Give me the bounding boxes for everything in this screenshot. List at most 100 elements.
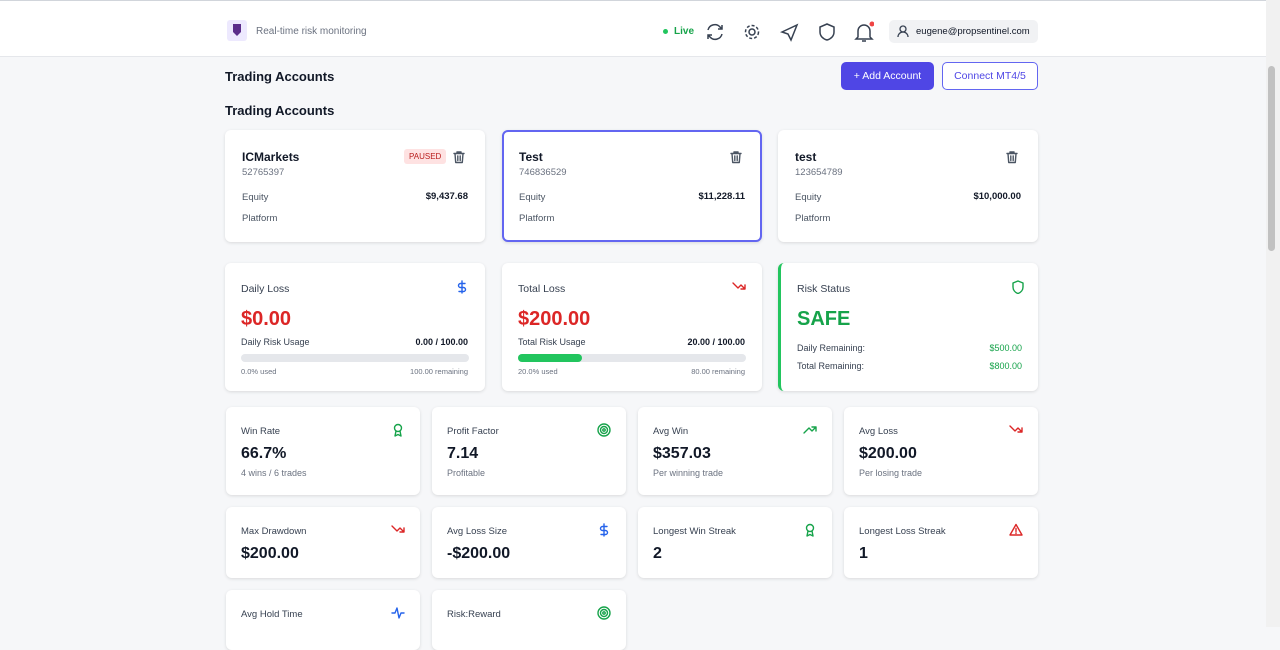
add-account-button[interactable]: + Add Account — [841, 62, 934, 90]
equity-value: $10,000.00 — [973, 191, 1021, 202]
risk-title: Total Loss — [518, 283, 566, 295]
stat-sub: Per losing trade — [859, 468, 923, 478]
stat-card: Avg Loss Size -$200.00 — [432, 507, 626, 578]
remaining-value: $500.00 — [989, 343, 1022, 353]
icon — [732, 280, 746, 294]
equity-value: $9,437.68 — [425, 191, 468, 202]
status-badge: PAUSED — [404, 149, 447, 164]
remaining-label: 100.00 remaining — [410, 367, 468, 376]
account-number: 746836529 — [519, 167, 567, 178]
account-name: Test — [519, 150, 543, 164]
stat-card: Risk:Reward — [432, 590, 626, 650]
remaining-label: Daily Remaining: — [797, 343, 866, 353]
equity-label: Equity — [795, 192, 822, 203]
top-bar: Real-time risk monitoring Live eugene@pr… — [0, 0, 1266, 57]
icon — [1009, 523, 1023, 537]
page-title: Trading Accounts — [225, 69, 335, 84]
stat-label: Longest Loss Streak — [859, 526, 946, 537]
account-card[interactable]: ICMarkets 52765397 PAUSED Equity $9,437.68 Pl… — [225, 130, 485, 242]
stat-card: Profit Factor 7.14 Profitable — [432, 407, 626, 495]
usage-value: 0.00 / 100.00 — [415, 337, 468, 347]
icon — [803, 423, 817, 437]
stat-card: Avg Win $357.03 Per winning trade — [638, 407, 832, 495]
stat-value: $200.00 — [859, 445, 917, 462]
stat-sub: Per winning trade — [653, 468, 724, 478]
stat-value: 2 — [653, 545, 662, 562]
risk-title: Daily Loss — [241, 283, 290, 295]
stat-sub: Profitable — [447, 468, 486, 478]
icon — [1005, 150, 1019, 164]
account-card[interactable]: Test 746836529 Equity $11,228.11 Platform — [502, 130, 762, 242]
stat-value: $357.03 — [653, 445, 711, 462]
equity-label: Equity — [242, 192, 269, 203]
equity-value: $11,228.11 — [698, 191, 746, 202]
stat-value: 7.14 — [447, 445, 479, 462]
usage-value: 20.00 / 100.00 — [687, 337, 745, 347]
user-menu[interactable]: eugene@propsentinel.com — [889, 20, 1038, 43]
icon — [455, 280, 469, 294]
icon — [597, 423, 611, 437]
risk-status-value: SAFE — [797, 308, 851, 330]
user-email: eugene@propsentinel.com — [916, 26, 1030, 37]
account-name: ICMarkets — [242, 150, 300, 164]
usage-track — [241, 354, 469, 362]
used-label: 20.0% used — [518, 367, 558, 376]
stat-card: Longest Loss Streak 1 — [844, 507, 1038, 578]
usage-track — [518, 354, 746, 362]
stat-card: Longest Win Streak 2 — [638, 507, 832, 578]
risk-value: $200.00 — [518, 308, 591, 330]
stat-label: Avg Hold Time — [241, 609, 303, 620]
stat-value: $200.00 — [241, 545, 299, 562]
stat-card: Avg Loss $200.00 Per losing trade — [844, 407, 1038, 495]
stat-value: -$200.00 — [447, 545, 511, 562]
used-label: 0.0% used — [241, 367, 277, 376]
section-title: Trading Accounts — [225, 103, 335, 118]
toolbar-icons[interactable] — [704, 21, 874, 43]
stat-label: Longest Win Streak — [653, 526, 736, 537]
stat-card: Win Rate 66.7% 4 wins / 6 trades — [226, 407, 420, 495]
logo — [227, 20, 247, 41]
remaining-label: Total Remaining: — [797, 361, 865, 371]
account-name: test — [795, 150, 817, 164]
stat-value: 66.7% — [241, 445, 287, 462]
stat-card: Max Drawdown $200.00 — [226, 507, 420, 578]
live-status: Live — [674, 26, 695, 37]
icon — [597, 523, 611, 537]
icon — [1009, 423, 1023, 437]
platform-label: Platform — [242, 213, 278, 224]
remaining-value: $800.00 — [989, 361, 1022, 371]
stat-label: Profit Factor — [447, 426, 499, 437]
usage-fill — [518, 354, 582, 362]
platform-label: Platform — [795, 213, 831, 224]
equity-label: Equity — [519, 192, 546, 203]
risk-status-title: Risk Status — [797, 283, 851, 295]
platform-label: Platform — [519, 213, 555, 224]
icon — [803, 523, 817, 537]
icon — [391, 606, 405, 620]
stat-value: 1 — [859, 545, 868, 562]
stat-label: Avg Win — [653, 426, 689, 437]
icon — [597, 606, 611, 620]
connect-button[interactable]: Connect MT4/5 — [942, 62, 1038, 90]
stat-label: Risk:Reward — [447, 609, 501, 620]
stat-sub: 4 wins / 6 trades — [241, 468, 307, 478]
account-number: 123654789 — [795, 167, 843, 178]
stat-label: Avg Loss Size — [447, 526, 508, 537]
stat-card: Avg Hold Time — [226, 590, 420, 650]
icon — [452, 150, 466, 164]
live-dot — [663, 29, 668, 34]
icon — [391, 523, 405, 537]
stat-label: Win Rate — [241, 426, 281, 437]
scrollbar-thumb[interactable] — [1268, 66, 1275, 251]
icon — [1011, 280, 1025, 295]
remaining-label: 80.00 remaining — [691, 367, 745, 376]
icon — [391, 423, 405, 437]
account-card[interactable]: test 123654789 Equity $10,000.00 Platform — [778, 130, 1038, 242]
account-number: 52765397 — [242, 167, 285, 178]
stat-label: Max Drawdown — [241, 526, 307, 537]
user-icon — [897, 25, 909, 38]
risk-value: $0.00 — [241, 308, 292, 330]
icon — [729, 150, 743, 164]
logo-icon — [233, 24, 241, 36]
stat-label: Avg Loss — [859, 426, 898, 437]
